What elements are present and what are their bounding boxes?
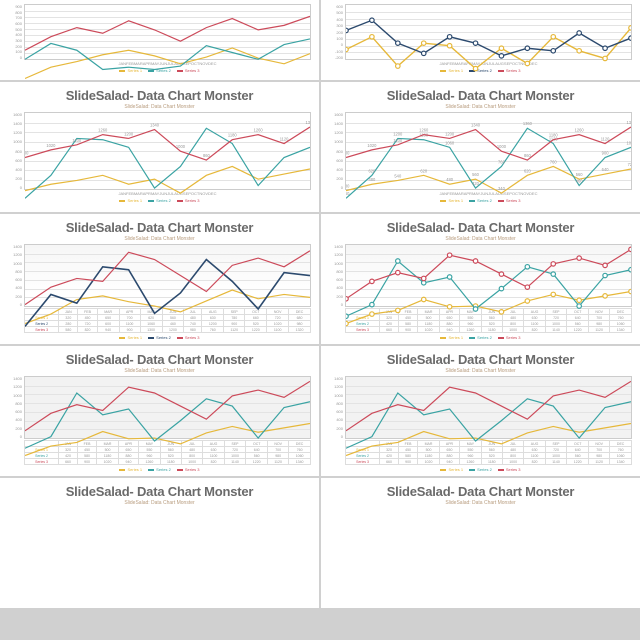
chart-title: SlideSalad- Data Chart Monster (66, 88, 254, 103)
chart-r1-right: 1600140012001000800600400200038048054062… (329, 112, 632, 190)
chart-r3-left: 1400120010008006004002000 (8, 376, 311, 439)
svg-text:1340: 1340 (471, 122, 481, 127)
svg-text:760: 760 (550, 159, 558, 164)
svg-text:900: 900 (346, 150, 350, 155)
svg-text:1120: 1120 (601, 136, 610, 141)
chart-title: SlideSalad- Data Chart Monster (387, 352, 575, 367)
svg-text:900: 900 (602, 150, 610, 155)
chart-r2-left: 1400120010008006004002000 (8, 244, 311, 307)
svg-text:1260: 1260 (254, 128, 264, 133)
svg-text:1360: 1360 (523, 121, 533, 126)
chart-grid: 9008007006005004003002001000 JANFEBMARAP… (0, 0, 640, 640)
svg-text:860: 860 (203, 153, 211, 158)
chart-r2-right: 1400120010008006004002000 (329, 244, 632, 307)
svg-text:1260: 1260 (575, 128, 585, 133)
svg-text:1060: 1060 (445, 140, 455, 145)
svg-text:620: 620 (369, 168, 377, 173)
chart-cell-top-left: 9008007006005004003002001000 JANFEBMARAP… (0, 0, 319, 80)
chart-cell-r1-right: SlideSalad- Data Chart Monster SlideSala… (321, 82, 640, 212)
chart-title: SlideSalad- Data Chart Monster (66, 220, 254, 235)
svg-text:1060: 1060 (626, 140, 631, 145)
svg-text:1100: 1100 (393, 138, 402, 143)
chart-cell-r2-left: SlideSalad- Data Chart Monster SlideSala… (0, 214, 319, 344)
svg-text:760: 760 (498, 159, 506, 164)
svg-text:620: 620 (524, 168, 532, 173)
svg-text:900: 900 (25, 150, 29, 155)
svg-text:460: 460 (576, 178, 584, 183)
chart-cell-r3-right: SlideSalad- Data Chart Monster SlideSala… (321, 346, 640, 476)
svg-text:560: 560 (472, 172, 480, 177)
svg-text:560: 560 (576, 172, 584, 177)
chart-title: SlideSalad- Data Chart Monster (387, 88, 575, 103)
svg-text:1380: 1380 (305, 120, 310, 125)
chart-subtitle: SlideSalad: Data Chart Monster (124, 104, 194, 110)
svg-text:1120: 1120 (280, 136, 289, 141)
chart-r1-left: 1600140012001000800600400200090010201100… (8, 112, 311, 190)
chart-cell-bottom-right: SlideSalad- Data Chart Monster SlideSala… (321, 478, 640, 608)
svg-text:1380: 1380 (626, 120, 631, 125)
svg-text:1200: 1200 (393, 131, 403, 136)
chart-top-right: 6005004003002001000-100-200 (329, 4, 632, 60)
chart-title: SlideSalad- Data Chart Monster (387, 220, 575, 235)
svg-text:380: 380 (346, 184, 350, 189)
chart-subtitle: SlideSalad: Data Chart Monster (445, 236, 515, 242)
svg-text:1260: 1260 (419, 128, 429, 133)
svg-text:1000: 1000 (176, 144, 186, 149)
svg-text:1020: 1020 (46, 143, 56, 148)
svg-text:1100: 1100 (72, 138, 81, 143)
svg-text:1260: 1260 (98, 128, 108, 133)
svg-text:720: 720 (628, 162, 631, 167)
svg-text:340: 340 (498, 186, 506, 191)
chart-subtitle: SlideSalad: Data Chart Monster (445, 368, 515, 374)
svg-text:1180: 1180 (228, 133, 237, 138)
svg-text:1000: 1000 (497, 144, 507, 149)
svg-text:1180: 1180 (549, 133, 558, 138)
chart-cell-r2-right: SlideSalad- Data Chart Monster SlideSala… (321, 214, 640, 344)
chart-subtitle: SlideSalad: Data Chart Monster (124, 368, 194, 374)
svg-text:640: 640 (602, 167, 610, 172)
svg-text:1200: 1200 (124, 131, 134, 136)
chart-cell-r1-left: SlideSalad- Data Chart Monster SlideSala… (0, 82, 319, 212)
svg-text:620: 620 (420, 168, 428, 173)
chart-cell-r3-left: SlideSalad- Data Chart Monster SlideSala… (0, 346, 319, 476)
svg-text:1200: 1200 (445, 131, 455, 136)
chart-title: SlideSalad- Data Chart Monster (66, 352, 254, 367)
svg-text:860: 860 (524, 153, 532, 158)
chart-cell-bottom-left: SlideSalad- Data Chart Monster SlideSala… (0, 478, 319, 608)
chart-subtitle: SlideSalad: Data Chart Monster (124, 236, 194, 242)
svg-text:1340: 1340 (150, 122, 160, 127)
chart-subtitle: SlideSalad: Data Chart Monster (124, 500, 194, 506)
chart-title: SlideSalad- Data Chart Monster (66, 484, 254, 499)
chart-r3-right: 1400120010008006004002000 (329, 376, 632, 439)
chart-top-left: 9008007006005004003002001000 (8, 4, 311, 60)
chart-title: SlideSalad- Data Chart Monster (387, 484, 575, 499)
chart-cell-top-right: 6005004003002001000-100-200 JANFEBMARAPR… (321, 0, 640, 80)
svg-text:1020: 1020 (367, 143, 377, 148)
chart-subtitle: SlideSalad: Data Chart Monster (445, 500, 515, 506)
svg-text:420: 420 (472, 181, 480, 186)
chart-subtitle: SlideSalad: Data Chart Monster (445, 104, 515, 110)
svg-text:480: 480 (446, 177, 454, 182)
svg-text:540: 540 (394, 173, 402, 178)
